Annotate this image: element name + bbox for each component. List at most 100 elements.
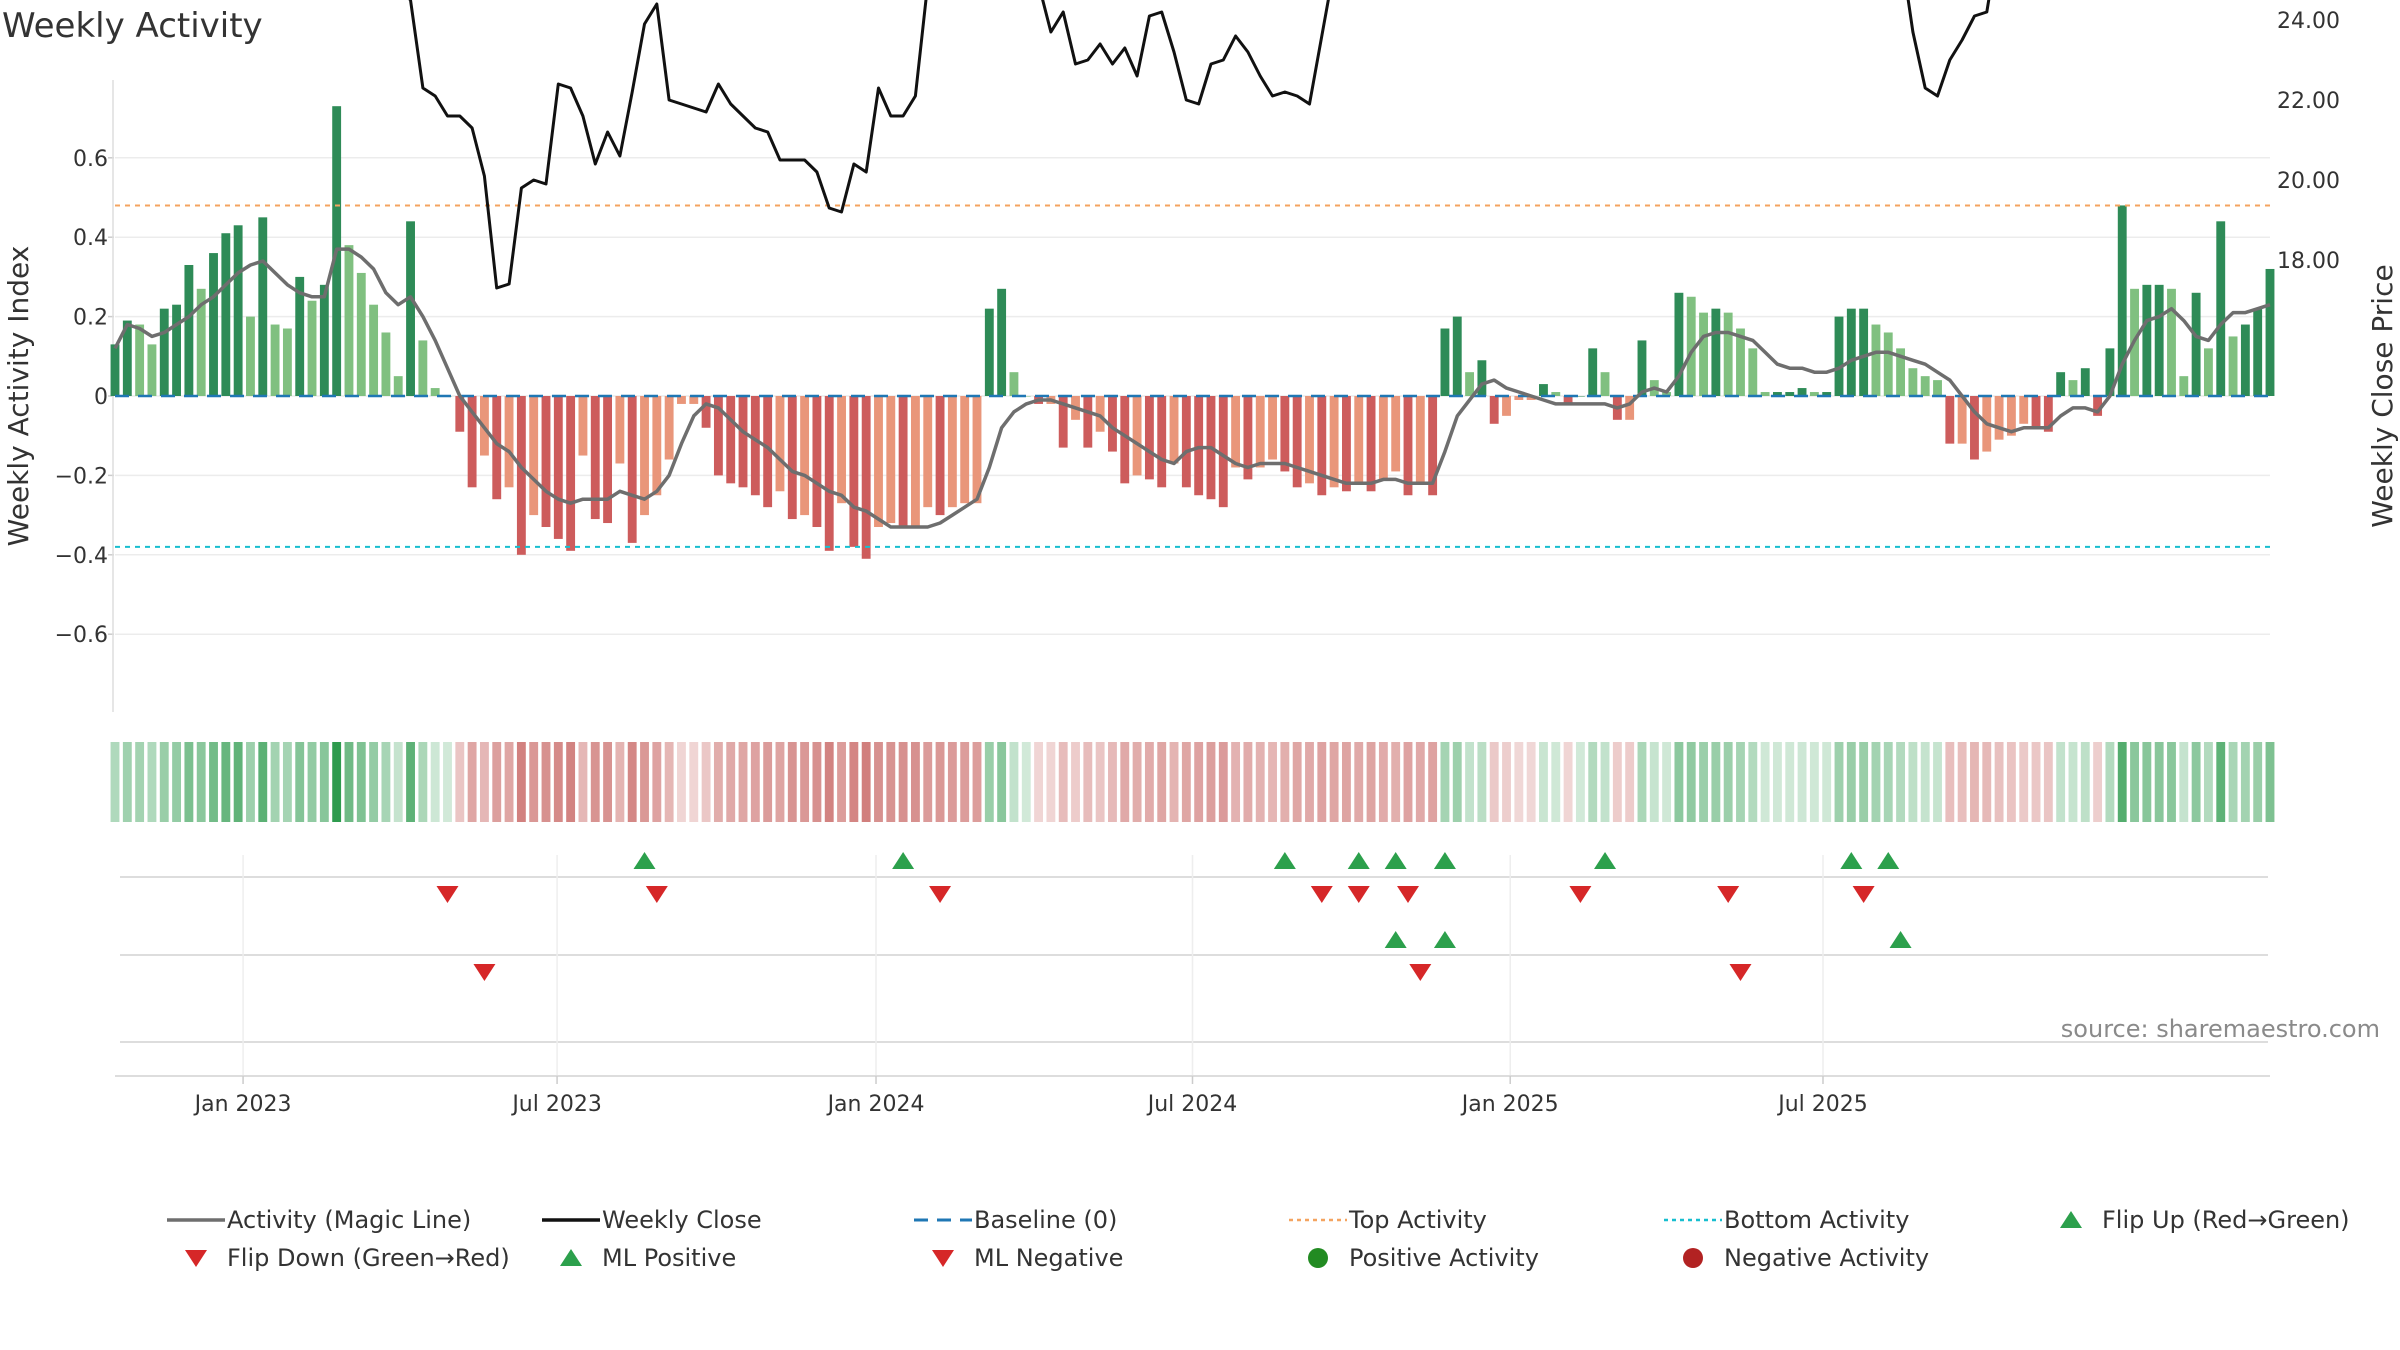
legend-swatch-graphic — [1664, 1218, 1722, 1222]
activity-bar — [935, 396, 945, 516]
activity-bar — [947, 396, 957, 508]
legend-swatch-graphic — [542, 1218, 600, 1222]
strip-cell — [566, 742, 576, 822]
activity-bar — [1218, 396, 1228, 508]
x-tick-label: Jul 2024 — [1146, 1092, 1238, 1117]
activity-bar — [2265, 268, 2275, 396]
strip-cell — [1218, 742, 1228, 822]
activity-bar — [418, 340, 428, 396]
legend-swatch-graphic — [185, 1250, 207, 1267]
strip-cell — [812, 742, 822, 822]
strip-cell — [960, 742, 970, 822]
activity-bar — [849, 396, 859, 547]
strip-cell — [221, 742, 231, 822]
strip-cell — [295, 742, 305, 822]
activity-bar — [1908, 368, 1918, 396]
strip-cell — [2228, 742, 2238, 822]
strip-cell — [184, 742, 194, 822]
activity-bar — [726, 396, 736, 484]
activity-bar — [282, 328, 292, 396]
strip-cell — [2142, 742, 2152, 822]
strip-cell — [1157, 742, 1167, 822]
activity-bar — [2179, 376, 2189, 396]
activity-bar — [2203, 348, 2213, 396]
strip-cell — [1699, 742, 1708, 822]
activity-bar — [1723, 312, 1733, 396]
activity-bar — [1341, 396, 1351, 492]
legend-swatch-mark — [1683, 1248, 1703, 1268]
activity-bar — [356, 272, 366, 396]
flip-up-marker — [1384, 852, 1407, 869]
activity-bar — [861, 396, 871, 559]
activity-bar — [270, 324, 280, 396]
x-tick-label: Jan 2025 — [1460, 1092, 1559, 1117]
activity-bar — [1883, 332, 1893, 396]
activity-bar — [1452, 316, 1462, 396]
strip-cell — [344, 742, 354, 822]
activity-bar — [910, 396, 920, 528]
strip-cell — [1415, 742, 1425, 822]
activity-bar — [1440, 328, 1450, 396]
activity-bar — [1009, 372, 1019, 396]
weekly-close-line — [408, 0, 1991, 290]
activity-bar — [2253, 308, 2263, 396]
strip-cell — [787, 742, 797, 822]
flip-down-marker — [1852, 886, 1875, 903]
legend-label: Activity (Magic Line) — [227, 1206, 472, 1234]
strip-cell — [1206, 742, 1216, 822]
strip-cell — [1920, 742, 1930, 822]
x-tick-label: Jan 2023 — [193, 1092, 292, 1117]
strip-cell — [750, 742, 760, 822]
strip-cell — [1317, 742, 1327, 822]
activity-bar — [1797, 388, 1807, 396]
strip-cell — [590, 742, 600, 822]
strip-cell — [1883, 742, 1893, 822]
flip-down-marker — [1310, 886, 1333, 903]
strip-cell — [467, 742, 477, 822]
strip-cell — [455, 742, 465, 822]
legend-swatch-top-activity — [1287, 1201, 1349, 1239]
activity-bar — [1563, 396, 1573, 404]
activity-bar — [652, 396, 662, 496]
strip-cell — [874, 742, 883, 822]
activity-bar — [1785, 392, 1795, 396]
legend-swatch-magic-line — [165, 1201, 227, 1239]
activity-bar — [2142, 284, 2152, 396]
strip-cell — [418, 742, 428, 822]
activity-bar — [1871, 324, 1881, 396]
activity-bar — [640, 396, 649, 516]
activity-bar — [1415, 396, 1425, 484]
strip-cell — [393, 742, 403, 822]
y-tick-label: −0.4 — [55, 544, 108, 569]
activity-bar — [2006, 396, 2016, 436]
activity-bar — [775, 396, 785, 492]
strip-cell — [2019, 742, 2029, 822]
activity-bar — [1957, 396, 1967, 444]
activity-bar — [1194, 396, 1204, 496]
strip-cell — [1859, 742, 1869, 822]
legend-swatch-flip-up — [2040, 1201, 2102, 1239]
legend-swatch-graphic — [1683, 1248, 1703, 1268]
activity-bar — [2228, 336, 2238, 396]
activity-bar — [2216, 221, 2226, 396]
strip-cell — [1711, 742, 1721, 822]
strip-cell — [1957, 742, 1967, 822]
activity-bar — [2105, 348, 2115, 396]
y-tick-label: 0.6 — [73, 147, 108, 172]
legend-item-flip-down: Flip Down (Green→Red) — [165, 1238, 510, 1276]
strip-cell — [135, 742, 145, 822]
strip-cell — [1452, 742, 1462, 822]
strip-cell — [381, 742, 391, 822]
strip-cell — [2031, 742, 2041, 822]
flip-up-marker — [633, 852, 656, 869]
activity-bar — [1514, 396, 1524, 400]
activity-bar — [122, 320, 132, 396]
strip-cell — [1268, 742, 1277, 822]
activity-bar — [2031, 396, 2041, 428]
flip-down-marker — [1569, 886, 1592, 903]
strip-cell — [319, 742, 329, 822]
activity-bar — [1391, 396, 1401, 472]
strip-cell — [1822, 742, 1832, 822]
activity-bar — [1772, 392, 1782, 396]
activity-bar — [319, 284, 329, 396]
